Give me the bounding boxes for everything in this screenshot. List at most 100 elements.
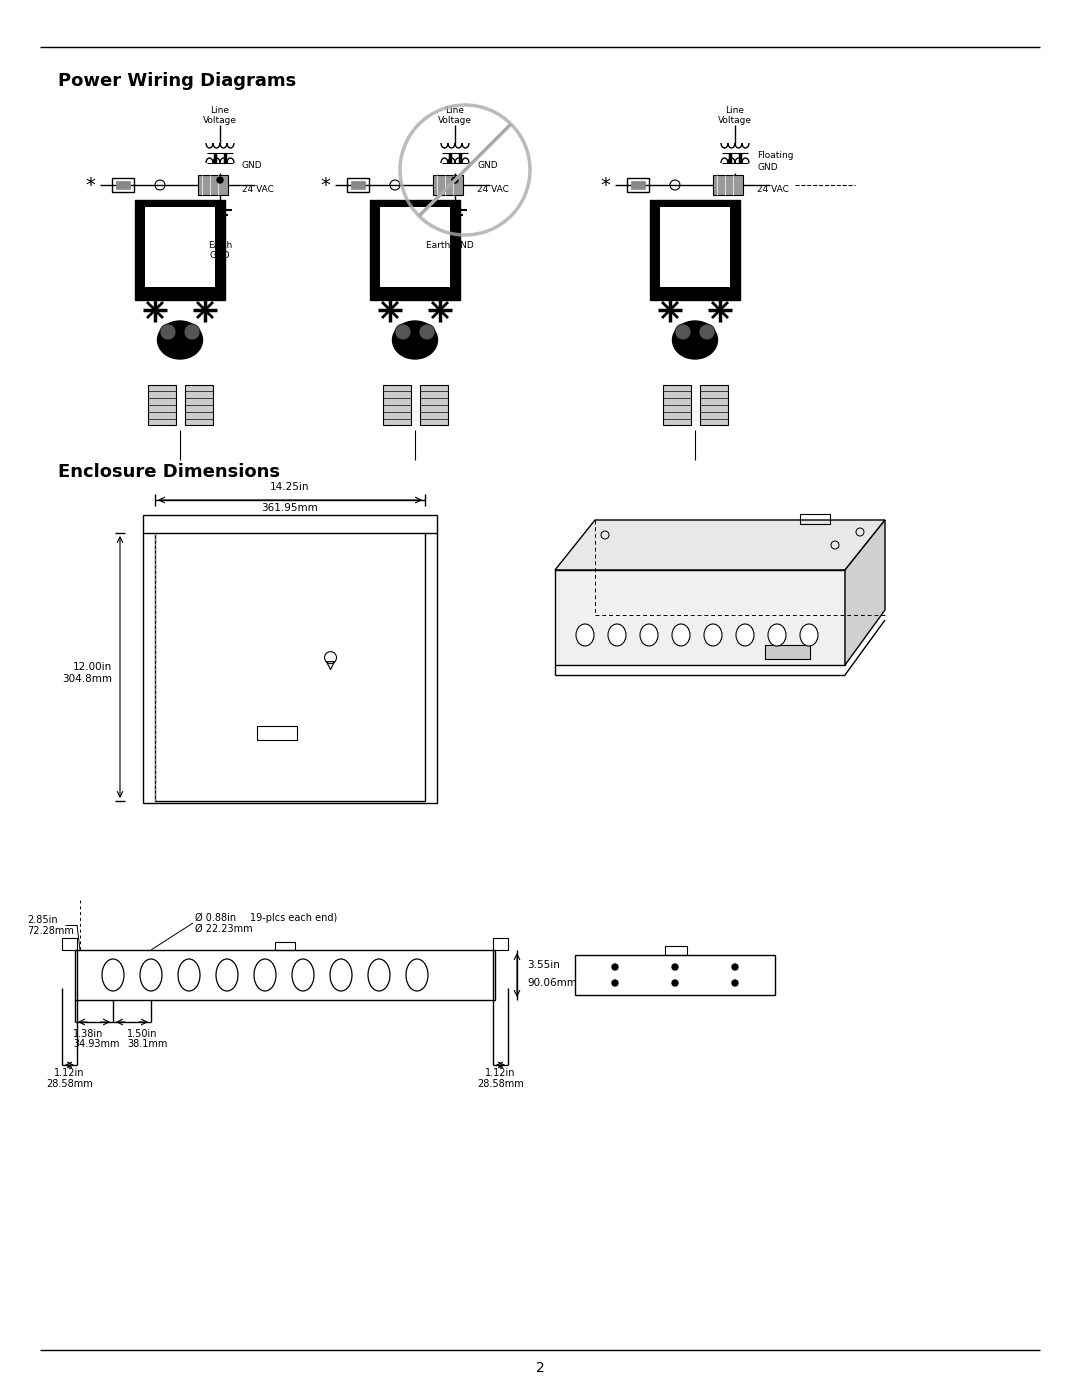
Ellipse shape <box>368 958 390 990</box>
Bar <box>275 942 295 950</box>
Text: GND: GND <box>242 161 262 169</box>
Bar <box>665 946 687 956</box>
Bar <box>700 386 728 425</box>
Circle shape <box>395 324 411 339</box>
Ellipse shape <box>254 958 276 990</box>
Ellipse shape <box>178 958 200 990</box>
Text: 24 VAC: 24 VAC <box>477 186 509 194</box>
Text: 28.58mm: 28.58mm <box>477 1078 524 1090</box>
Text: 1.12in: 1.12in <box>54 1067 84 1078</box>
Text: Line: Line <box>446 106 464 115</box>
Text: *: * <box>320 176 329 194</box>
Text: 304.8mm: 304.8mm <box>62 673 112 685</box>
Text: 3.55in: 3.55in <box>527 960 559 970</box>
Ellipse shape <box>140 958 162 990</box>
Bar <box>660 207 730 286</box>
Circle shape <box>217 177 222 183</box>
Text: Ø 0.88in: Ø 0.88in <box>195 914 237 923</box>
Bar <box>420 386 448 425</box>
Bar <box>650 200 740 300</box>
Text: 38.1mm: 38.1mm <box>127 1039 167 1049</box>
Bar <box>145 207 215 286</box>
Bar <box>116 182 130 189</box>
Polygon shape <box>845 520 885 665</box>
Circle shape <box>672 964 678 970</box>
Text: GND: GND <box>477 161 498 169</box>
Ellipse shape <box>704 624 723 645</box>
Text: 34.93mm: 34.93mm <box>73 1039 120 1049</box>
Circle shape <box>612 964 618 970</box>
Text: *: * <box>85 176 95 194</box>
Bar <box>198 175 228 196</box>
Bar <box>492 937 508 950</box>
Ellipse shape <box>102 958 124 990</box>
Bar <box>75 950 495 1000</box>
Text: Earth GND: Earth GND <box>427 240 474 250</box>
Ellipse shape <box>392 321 437 359</box>
Text: 1.38in: 1.38in <box>73 1030 104 1039</box>
Text: 72.28mm: 72.28mm <box>27 926 73 936</box>
Text: Line: Line <box>211 106 229 115</box>
Text: 12.00in: 12.00in <box>72 662 112 672</box>
Circle shape <box>672 981 678 986</box>
Text: Voltage: Voltage <box>718 116 752 124</box>
Ellipse shape <box>640 624 658 645</box>
Polygon shape <box>555 520 885 570</box>
Bar <box>62 937 77 950</box>
Ellipse shape <box>292 958 314 990</box>
Ellipse shape <box>330 958 352 990</box>
Bar <box>156 534 426 800</box>
Circle shape <box>160 324 176 339</box>
Text: *: * <box>600 176 610 194</box>
Bar <box>663 386 691 425</box>
Text: Voltage: Voltage <box>438 116 472 124</box>
Text: 1.12in: 1.12in <box>485 1067 516 1078</box>
Circle shape <box>453 177 458 183</box>
Circle shape <box>184 324 200 339</box>
Circle shape <box>675 324 691 339</box>
Polygon shape <box>555 570 845 665</box>
Ellipse shape <box>608 624 626 645</box>
Bar <box>713 175 743 196</box>
Bar <box>800 514 831 524</box>
Text: Enclosure Dimensions: Enclosure Dimensions <box>58 462 280 481</box>
Text: 24 VAC: 24 VAC <box>242 186 274 194</box>
Bar <box>185 386 213 425</box>
Circle shape <box>419 324 435 339</box>
Bar <box>257 726 297 740</box>
Text: Earth: Earth <box>207 240 232 250</box>
Text: 90.06mm: 90.06mm <box>527 978 577 988</box>
Bar <box>347 177 369 191</box>
Ellipse shape <box>768 624 786 645</box>
Bar <box>765 645 810 659</box>
Bar <box>631 182 645 189</box>
Ellipse shape <box>673 321 717 359</box>
Text: 19-plcs each end): 19-plcs each end) <box>249 914 337 923</box>
Ellipse shape <box>800 624 818 645</box>
Ellipse shape <box>735 624 754 645</box>
Ellipse shape <box>158 321 203 359</box>
Text: 24 VAC: 24 VAC <box>757 186 788 194</box>
Ellipse shape <box>576 624 594 645</box>
Bar <box>627 177 649 191</box>
Bar <box>433 175 463 196</box>
Bar <box>143 515 437 803</box>
Bar <box>135 200 225 300</box>
Ellipse shape <box>406 958 428 990</box>
Text: Floating: Floating <box>757 151 794 159</box>
Ellipse shape <box>216 958 238 990</box>
Circle shape <box>699 324 715 339</box>
Bar <box>383 386 411 425</box>
Text: 2.85in: 2.85in <box>27 915 57 925</box>
Text: Line: Line <box>726 106 744 115</box>
Text: GND: GND <box>757 162 778 172</box>
Bar <box>351 182 365 189</box>
Text: 14.25in: 14.25in <box>270 482 310 492</box>
Bar <box>112 177 134 191</box>
Circle shape <box>612 981 618 986</box>
Bar <box>575 956 775 995</box>
Text: 361.95mm: 361.95mm <box>261 503 319 513</box>
Text: Voltage: Voltage <box>203 116 237 124</box>
Text: 28.58mm: 28.58mm <box>46 1078 93 1090</box>
Circle shape <box>732 981 738 986</box>
